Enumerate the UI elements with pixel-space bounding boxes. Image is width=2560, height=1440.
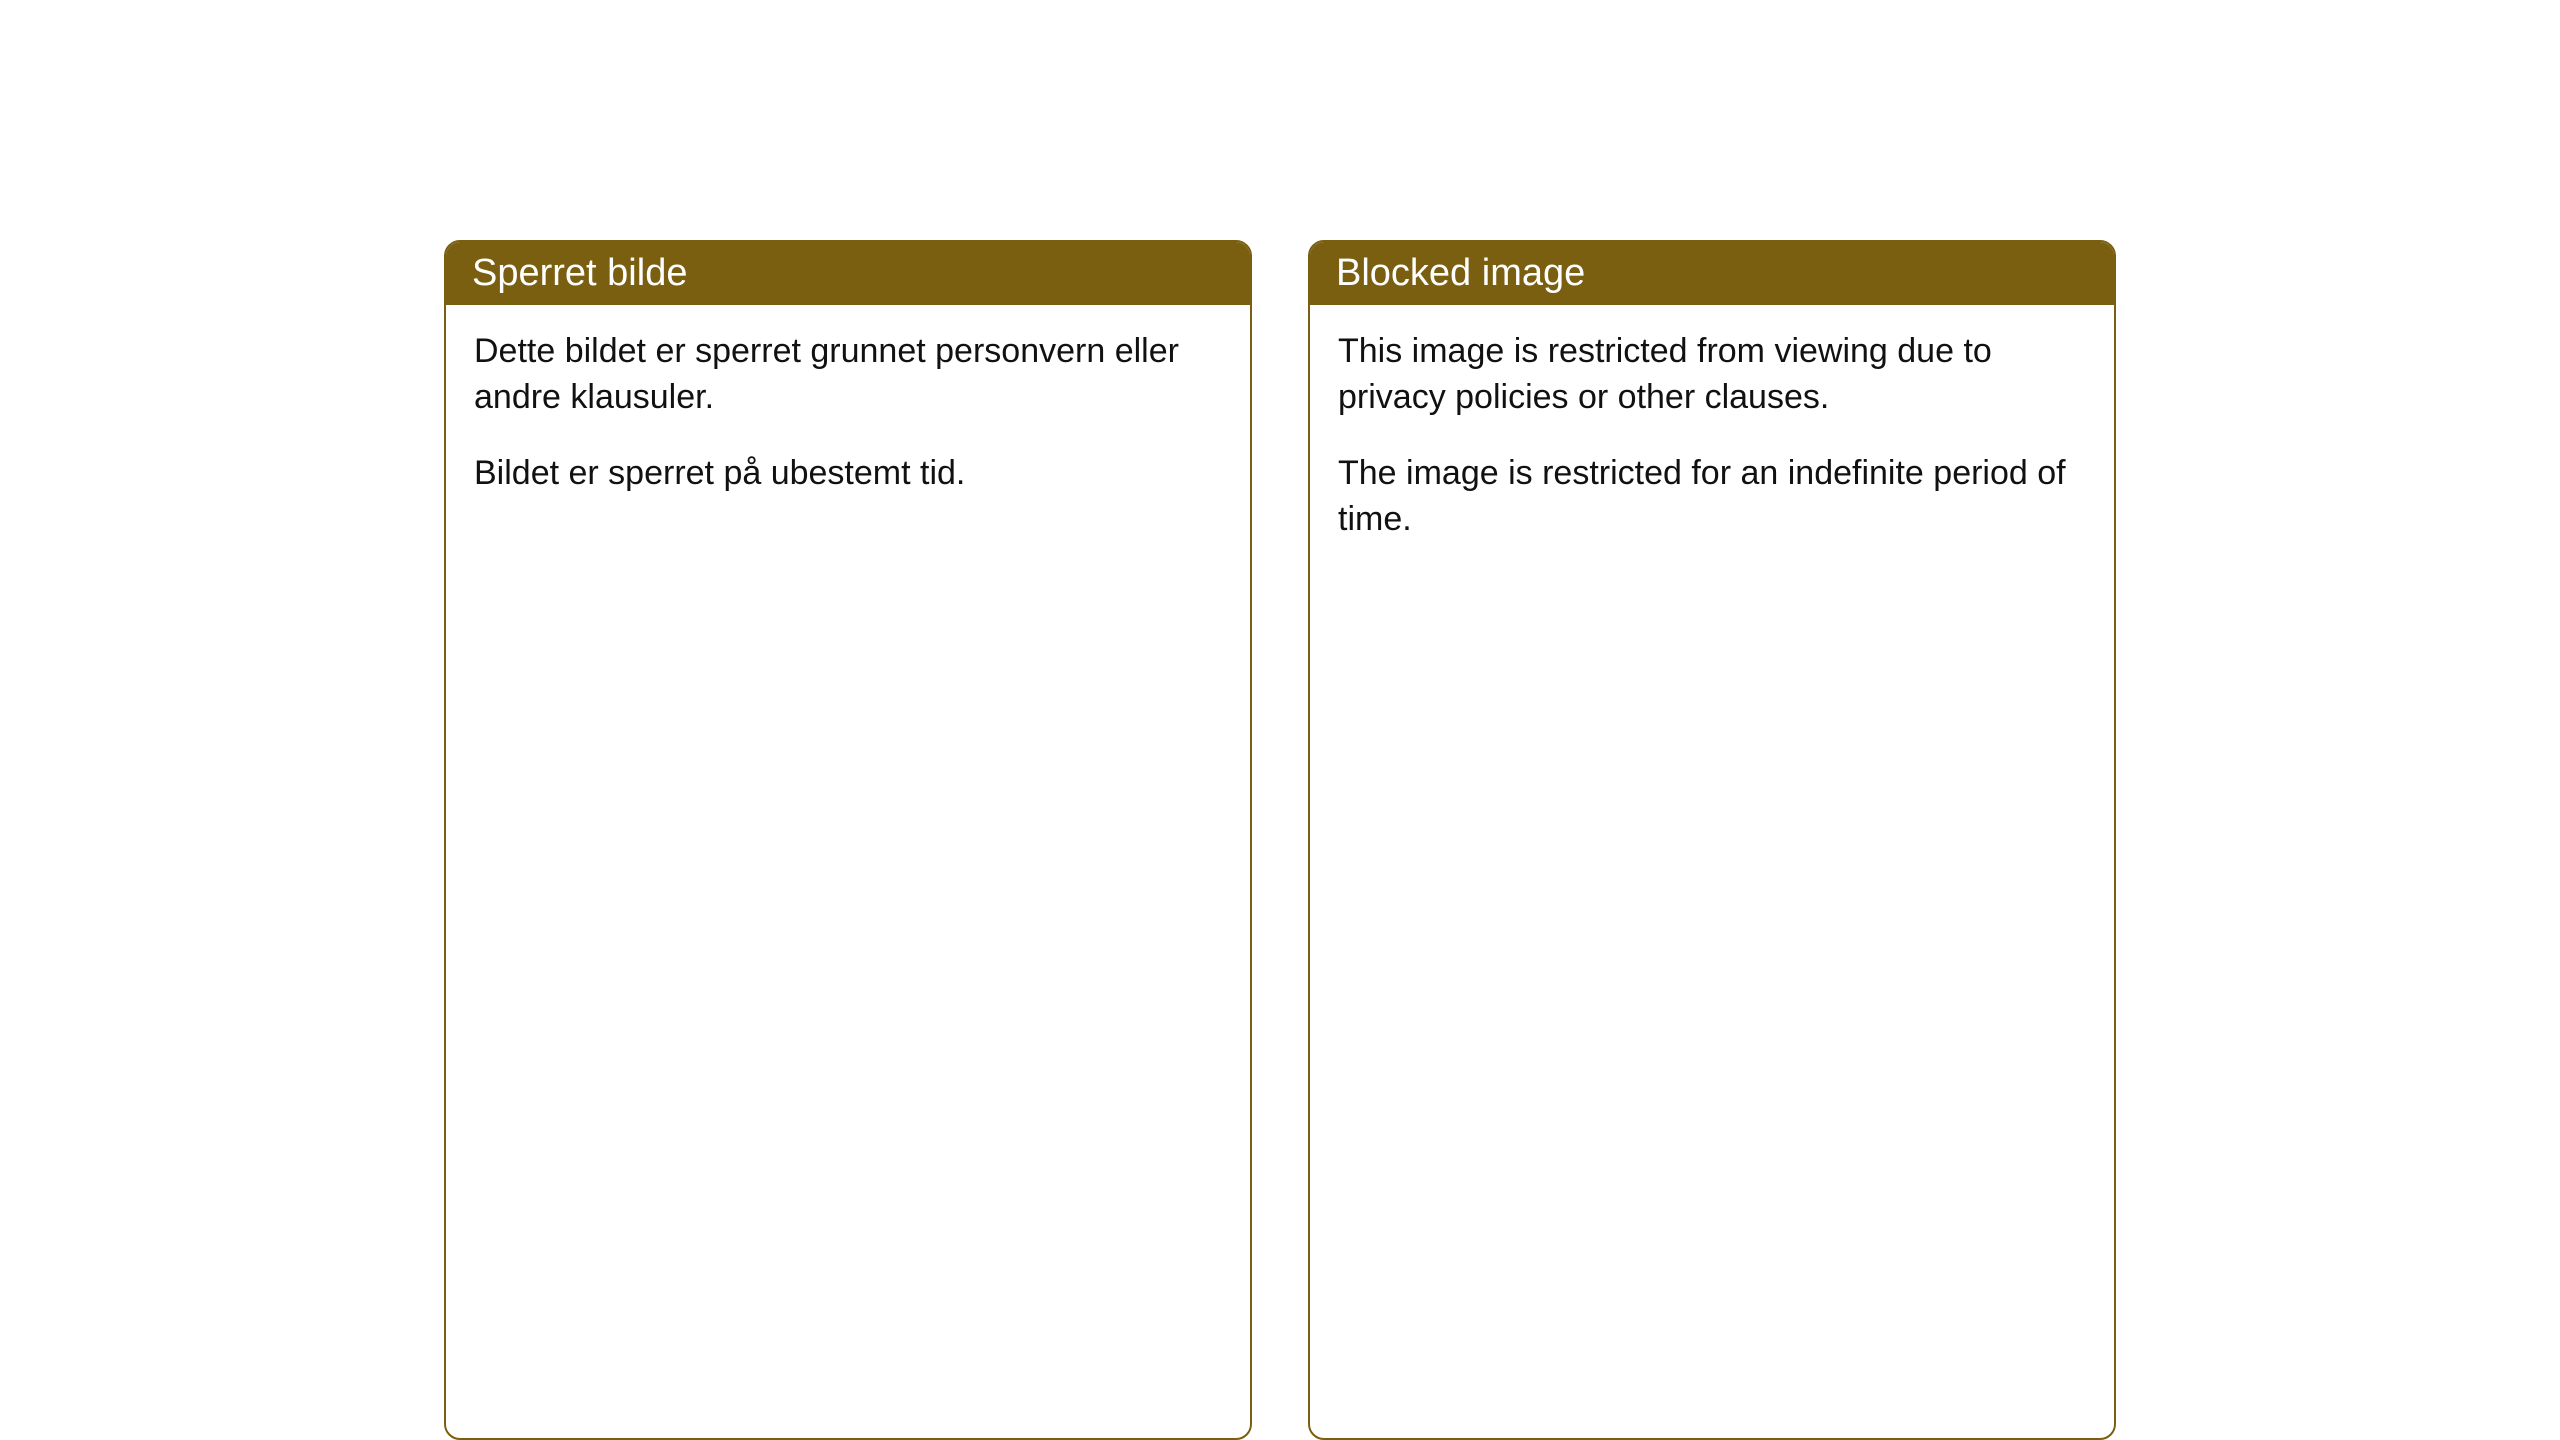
card-text-line-2: The image is restricted for an indefinit… — [1338, 451, 2086, 543]
card-header-english: Blocked image — [1310, 242, 2114, 305]
card-title: Blocked image — [1336, 252, 1585, 294]
card-header-norwegian: Sperret bilde — [446, 242, 1250, 305]
card-body-norwegian: Dette bildet er sperret grunnet personve… — [446, 305, 1250, 531]
blocked-image-card-norwegian: Sperret bilde Dette bildet er sperret gr… — [444, 240, 1252, 1440]
card-text-line-1: Dette bildet er sperret grunnet personve… — [474, 329, 1222, 421]
card-text-line-2: Bildet er sperret på ubestemt tid. — [474, 451, 1222, 497]
card-body-english: This image is restricted from viewing du… — [1310, 305, 2114, 577]
blocked-image-card-english: Blocked image This image is restricted f… — [1308, 240, 2116, 1440]
card-text-line-1: This image is restricted from viewing du… — [1338, 329, 2086, 421]
notice-cards-container: Sperret bilde Dette bildet er sperret gr… — [444, 240, 2116, 1440]
card-title: Sperret bilde — [472, 252, 687, 294]
